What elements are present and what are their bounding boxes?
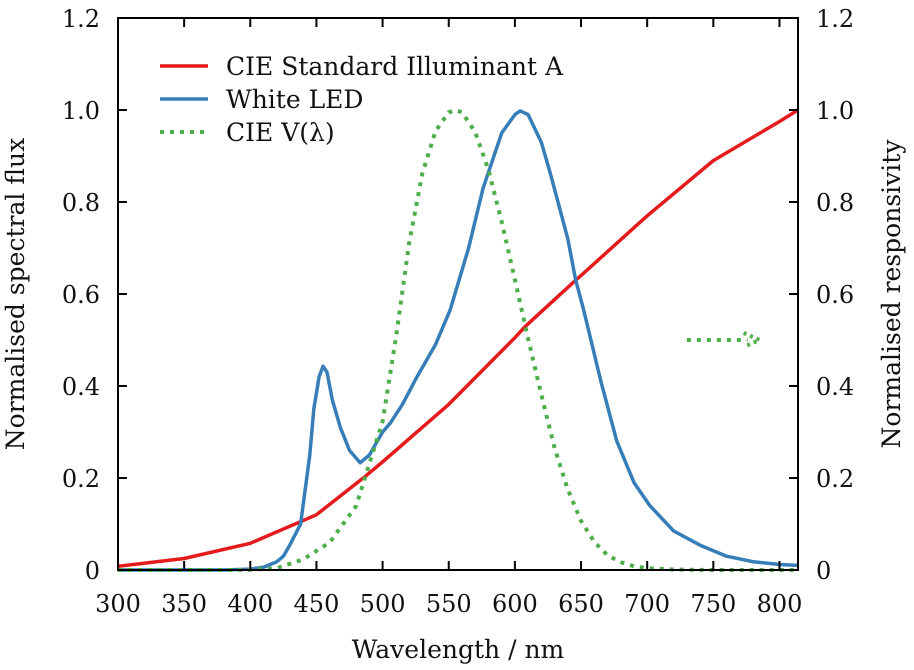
y2-tick-label: 0 (816, 557, 831, 585)
x-tick-label: 600 (492, 590, 538, 618)
y-tick-label: 0.2 (62, 465, 100, 493)
y2-axis-title: Normalised responsivity (877, 139, 906, 449)
y-tick-label: 0.4 (62, 373, 100, 401)
y-tick-label: 0.8 (62, 189, 100, 217)
axis-ticks: 300 350 400 450 500 550 600 650 700 750 800 0 0.2 0.4… (62, 5, 854, 618)
y2-tick-label: 0.4 (816, 373, 854, 401)
x-tick-label: 350 (161, 590, 207, 618)
x-tick-label: 800 (757, 590, 803, 618)
y-tick-label: 0 (85, 557, 100, 585)
y2-tick-label: 0.2 (816, 465, 854, 493)
axis-arrow-annotation (686, 331, 765, 349)
x-tick-label: 650 (558, 590, 604, 618)
series-line-2 (118, 108, 798, 572)
x-tick-label: 550 (426, 590, 472, 618)
y2-tick-label: 1.2 (816, 5, 854, 33)
x-tick-label: 750 (690, 590, 736, 618)
x-tick-label: 400 (227, 590, 273, 618)
y2-tick-label: 0.6 (816, 281, 854, 309)
arrow-head-icon (742, 331, 765, 349)
legend-label-0: CIE Standard Illuminant A (226, 52, 564, 81)
x-tick-label: 700 (624, 590, 670, 618)
y2-tick-label: 1.0 (816, 97, 854, 125)
x-tick-label: 300 (95, 590, 141, 618)
x-axis-title: Wavelength / nm (352, 635, 565, 664)
y-axis-title: Normalised spectral flux (1, 138, 30, 450)
series-line-0 (117, 108, 799, 569)
y-tick-label: 1.0 (62, 97, 100, 125)
legend: CIE Standard Illuminant A White LED CIE V(… (160, 52, 564, 147)
plot-curves (117, 108, 799, 572)
legend-label-1: White LED (226, 85, 363, 114)
y-tick-label: 1.2 (62, 5, 100, 33)
legend-label-2: CIE V(λ) (226, 118, 335, 147)
y-tick-label: 0.6 (62, 281, 100, 309)
plot-frame (117, 17, 799, 571)
x-tick-label: 450 (294, 590, 340, 618)
series-line-1 (118, 109, 799, 572)
x-tick-label: 500 (360, 590, 406, 618)
y2-tick-label: 0.8 (816, 189, 854, 217)
